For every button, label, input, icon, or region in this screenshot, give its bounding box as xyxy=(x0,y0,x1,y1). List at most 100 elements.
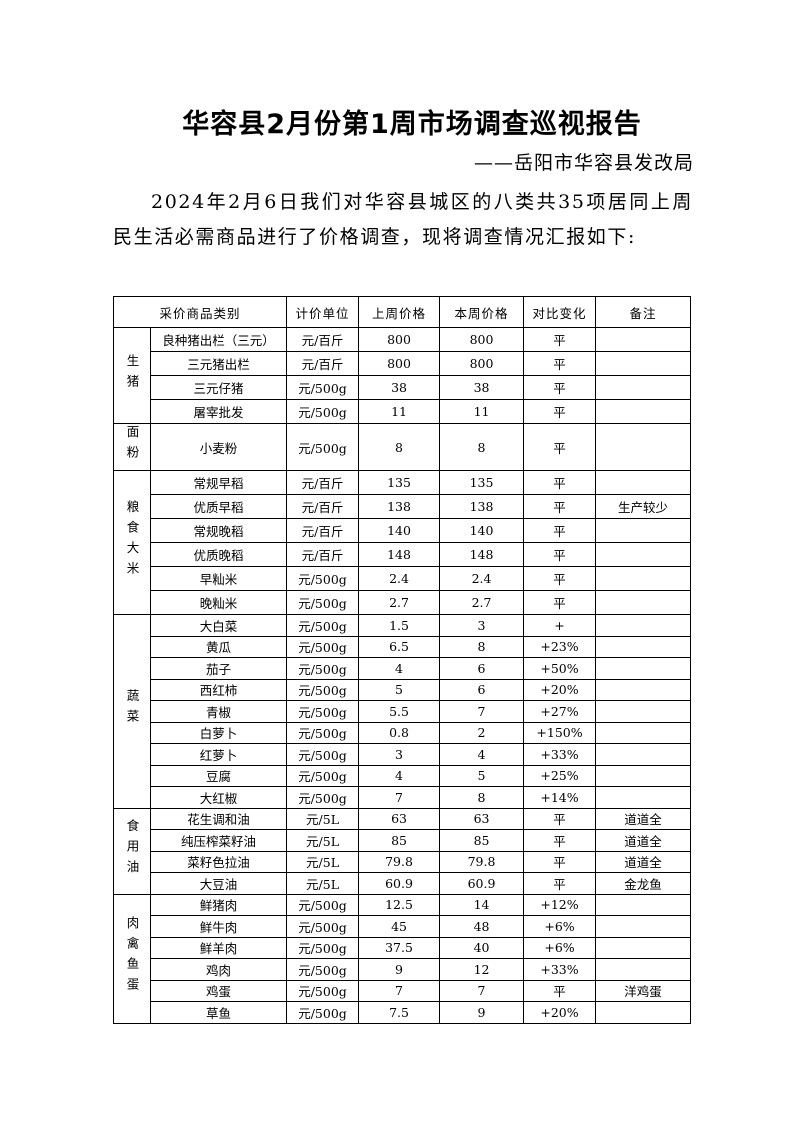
table-cell: 135 xyxy=(358,470,441,495)
table-cell: 纯压榨菜籽油 xyxy=(149,829,288,852)
table-cell: 7.5 xyxy=(358,1001,441,1024)
table-cell: 道道全 xyxy=(595,850,692,873)
table-row: 优质晚稻 元/百斤 148 148 平 xyxy=(114,542,692,567)
table-cell: 元/500g xyxy=(286,375,360,400)
table-row: 优质早稻 元/百斤 138 138 平生产较少 xyxy=(114,494,692,519)
table-cell: 元/5L xyxy=(286,807,360,830)
table-cell: 早籼米 xyxy=(149,566,288,591)
table-cell: 800 xyxy=(439,327,525,352)
table-cell: 8 xyxy=(439,423,525,471)
table-cell: 48 xyxy=(439,915,525,938)
table-cell: 60.9 xyxy=(358,872,441,895)
table-cell: 元/500g xyxy=(286,590,360,615)
table-cell: 7 xyxy=(358,786,441,809)
table-row: 早籼米 元/500g 2.4 2.4 平 xyxy=(114,566,692,591)
table-row: 屠宰批发 元/500g 11 11 平 xyxy=(114,399,692,424)
table-cell xyxy=(595,786,692,809)
table-cell: 38 xyxy=(358,375,441,400)
table-cell: 800 xyxy=(358,351,441,376)
table-cell: 三元仔猪 xyxy=(149,375,288,400)
table-cell: 平 xyxy=(523,423,597,471)
table-cell xyxy=(595,635,692,658)
table-cell: 平 xyxy=(523,399,597,424)
table-cell: 红萝卜 xyxy=(149,743,288,766)
column-header: 计价单位 xyxy=(286,296,360,328)
table-cell: 138 xyxy=(358,494,441,519)
table-cell: 79.8 xyxy=(439,850,525,873)
table-cell: 元/百斤 xyxy=(286,327,360,352)
intro-paragraph: 2024年2月6日我们对华容县城区的八类共35项居同上周民生活必需商品进行了价格… xyxy=(113,191,693,248)
table-cell: 7 xyxy=(439,700,525,723)
category-label: 粮食大米 xyxy=(124,500,140,582)
table-cell: 草鱼 xyxy=(149,1001,288,1024)
table-cell: 6 xyxy=(439,657,525,680)
table-cell xyxy=(595,721,692,744)
table-cell: 11 xyxy=(358,399,441,424)
column-header: 上周价格 xyxy=(358,296,441,328)
table-cell: 平 xyxy=(523,590,597,615)
table-cell: 鲜牛肉 xyxy=(149,915,288,938)
table-row: 茄子 元/500g 4 6 +50% xyxy=(114,657,692,680)
category-label: 肉禽鱼蛋 xyxy=(124,916,140,998)
table-cell: 4 xyxy=(439,743,525,766)
table-cell: +27% xyxy=(523,700,597,723)
table-cell: 青椒 xyxy=(149,700,288,723)
table-cell: 9 xyxy=(439,1001,525,1024)
table-cell: 6.5 xyxy=(358,635,441,658)
table-cell: 2.7 xyxy=(358,590,441,615)
table-row: 晚籼米 元/500g 2.7 2.7 平 xyxy=(114,590,692,615)
category-label: 面粉 xyxy=(124,425,140,466)
table-cell xyxy=(595,470,692,495)
category-cell: 生猪 xyxy=(113,327,151,424)
table-cell: 白萝卜 xyxy=(149,721,288,744)
table-cell: 元/500g xyxy=(286,657,360,680)
category-cell: 肉禽鱼蛋 xyxy=(113,893,151,1024)
table-cell: 2.7 xyxy=(439,590,525,615)
table-row: 纯压榨菜籽油 元/5L 85 85 平道道全 xyxy=(114,829,692,852)
table-cell: 元/500g xyxy=(286,700,360,723)
column-header: 本周价格 xyxy=(439,296,525,328)
table-cell: 元/500g xyxy=(286,958,360,981)
report-title: 华容县2月份第1周市场调查巡视报告 xyxy=(182,109,642,140)
column-header: 备注 xyxy=(595,296,692,328)
table-cell: 4 xyxy=(358,657,441,680)
table-cell: 5.5 xyxy=(358,700,441,723)
table-cell: 平 xyxy=(523,494,597,519)
table-cell: +33% xyxy=(523,958,597,981)
table-cell: 黄瓜 xyxy=(149,635,288,658)
table-cell: 大白菜 xyxy=(149,614,288,637)
table-row: 白萝卜 元/500g 0.8 2 +150% xyxy=(114,721,692,744)
table-cell: 79.8 xyxy=(358,850,441,873)
table-cell: 鸡肉 xyxy=(149,958,288,981)
report-author: ——岳阳市华容县发改局 xyxy=(473,152,694,174)
table-cell xyxy=(595,423,692,471)
table-cell: 140 xyxy=(439,518,525,543)
table-cell: 38 xyxy=(439,375,525,400)
table-row: 生猪 良种猪出栏（三元） 元/百斤 800 800 平 xyxy=(113,327,692,424)
table-cell: 元/百斤 xyxy=(286,351,360,376)
table-cell: 洋鸡蛋 xyxy=(595,979,692,1002)
table-cell: 3 xyxy=(439,614,525,637)
table-cell: 2.4 xyxy=(439,566,525,591)
table-cell xyxy=(595,657,692,680)
table-cell: 元/500g xyxy=(286,678,360,701)
table-cell xyxy=(595,351,692,376)
table-row: 红萝卜 元/500g 3 4 +33% xyxy=(114,743,692,766)
table-cell: 135 xyxy=(439,470,525,495)
table-cell: 85 xyxy=(439,829,525,852)
table-row: 三元仔猪 元/500g 38 38 平 xyxy=(114,375,692,400)
table-cell: 平 xyxy=(523,351,597,376)
table-cell xyxy=(595,958,692,981)
table-cell xyxy=(595,327,692,352)
table-cell: 4 xyxy=(358,764,441,787)
table-cell: 元/5L xyxy=(286,850,360,873)
table-cell: 元/百斤 xyxy=(286,494,360,519)
table-cell: 元/500g xyxy=(286,764,360,787)
table-cell: 小麦粉 xyxy=(149,423,288,471)
table-cell: 7 xyxy=(358,979,441,1002)
table-cell: 大红椒 xyxy=(149,786,288,809)
table-row: 鲜羊肉 元/500g 37.5 40 +6% xyxy=(114,936,692,959)
table-cell: +50% xyxy=(523,657,597,680)
table-cell: 平 xyxy=(523,470,597,495)
table-cell: 6 xyxy=(439,678,525,701)
